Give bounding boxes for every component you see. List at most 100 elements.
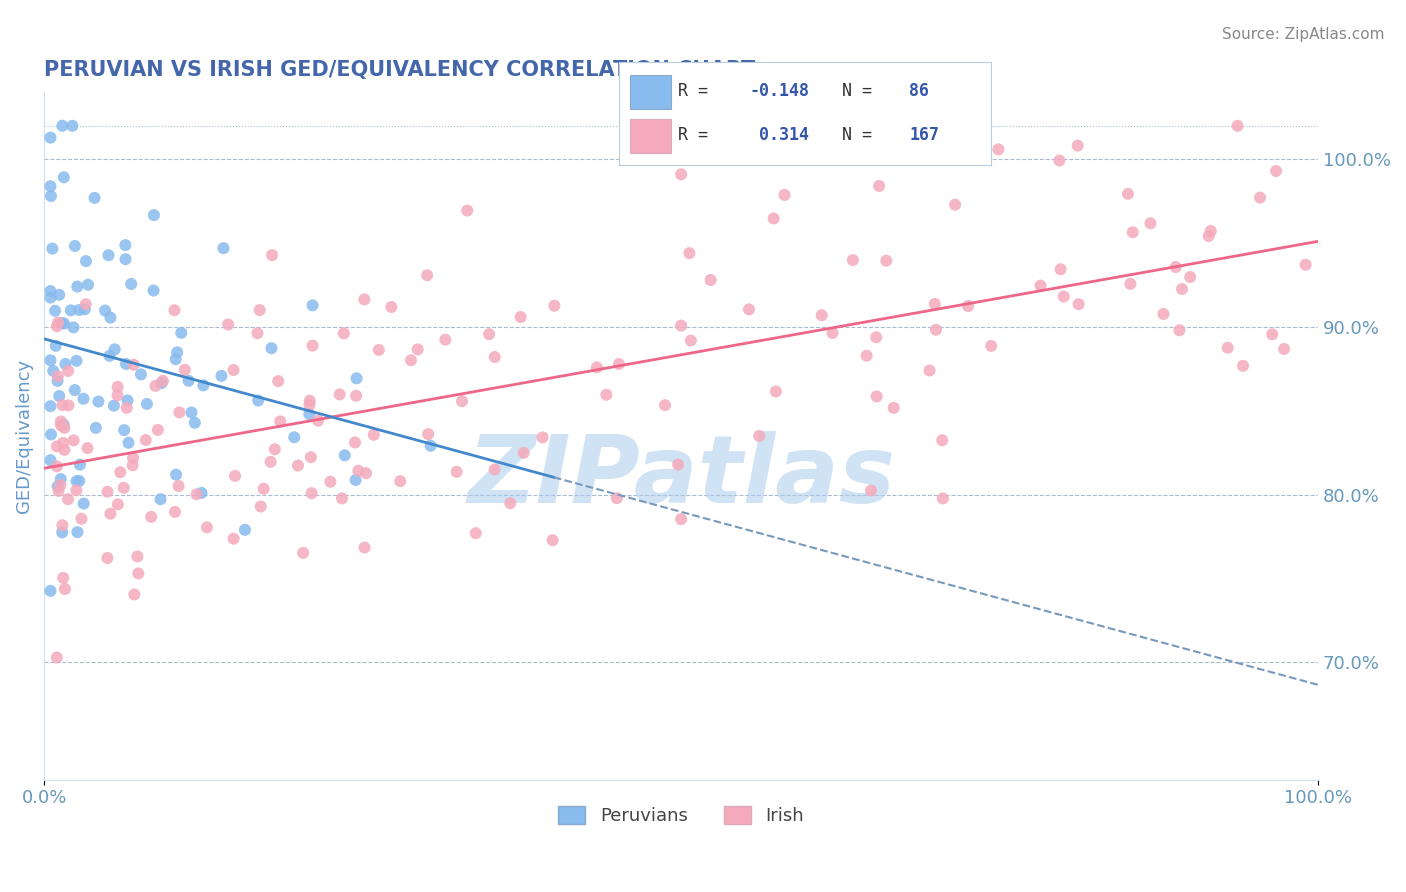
Point	[39, 291, 62, 305]
Text: R =: R =	[678, 82, 709, 100]
Point	[52, 571, 75, 585]
Point	[70, 512, 93, 526]
Point	[353, 541, 375, 555]
Point	[1116, 186, 1139, 201]
Point	[100, 507, 122, 521]
Point	[52, 417, 75, 432]
Point	[1261, 327, 1284, 342]
Point	[773, 188, 796, 202]
Point	[224, 468, 246, 483]
Point	[45, 339, 67, 353]
Point	[39, 583, 62, 598]
Point	[531, 430, 554, 444]
Point	[233, 523, 256, 537]
Point	[925, 323, 948, 337]
Point	[56, 492, 79, 507]
Point	[654, 398, 676, 412]
Point	[738, 302, 761, 317]
Point	[217, 318, 239, 332]
Point	[1249, 190, 1271, 204]
Point	[45, 439, 67, 453]
Point	[1066, 138, 1088, 153]
Point	[249, 500, 271, 514]
Y-axis label: GED/Equivalency: GED/Equivalency	[15, 359, 32, 513]
Point	[46, 374, 69, 388]
Point	[249, 303, 271, 318]
Point	[484, 462, 506, 476]
Point	[543, 299, 565, 313]
Point	[121, 458, 143, 473]
Point	[39, 189, 62, 203]
Point	[55, 357, 77, 371]
Point	[53, 582, 76, 596]
Point	[107, 380, 129, 394]
Point	[344, 389, 367, 403]
Point	[48, 288, 70, 302]
Point	[170, 326, 193, 340]
Point	[62, 320, 84, 334]
Point	[39, 130, 62, 145]
Point	[865, 330, 887, 344]
Point	[39, 284, 62, 298]
Point	[292, 546, 315, 560]
Point	[152, 374, 174, 388]
Text: PERUVIAN VS IRISH GED/EQUIVALENCY CORRELATION CHART: PERUVIAN VS IRISH GED/EQUIVALENCY CORREL…	[44, 60, 755, 79]
Point	[45, 459, 67, 474]
Point	[127, 549, 149, 564]
Point	[842, 253, 865, 268]
Point	[419, 439, 441, 453]
Point	[1139, 216, 1161, 230]
Point	[142, 208, 165, 222]
Point	[1198, 229, 1220, 244]
Point	[1067, 297, 1090, 311]
Point	[76, 441, 98, 455]
Point	[389, 474, 412, 488]
Point	[301, 486, 323, 500]
Point	[77, 277, 100, 292]
Point	[87, 394, 110, 409]
Point	[690, 119, 713, 133]
Point	[287, 458, 309, 473]
Point	[110, 465, 132, 479]
Point	[301, 338, 323, 352]
Point	[1029, 278, 1052, 293]
Point	[117, 393, 139, 408]
Point	[678, 246, 700, 260]
Point	[957, 299, 980, 313]
Point	[65, 474, 87, 488]
Point	[39, 353, 62, 368]
Point	[46, 316, 69, 330]
Point	[875, 253, 897, 268]
Point	[112, 481, 135, 495]
Point	[298, 398, 321, 412]
Point	[42, 364, 65, 378]
Point	[141, 509, 163, 524]
Point	[434, 333, 457, 347]
Point	[173, 363, 195, 377]
Point	[104, 343, 127, 357]
Point	[193, 378, 215, 392]
Point	[595, 388, 617, 402]
Point	[859, 483, 882, 498]
Point	[307, 414, 329, 428]
Point	[541, 533, 564, 548]
Point	[222, 363, 245, 377]
Text: 0.314: 0.314	[749, 127, 808, 145]
Point	[53, 421, 76, 435]
Point	[262, 248, 284, 262]
Point	[63, 239, 86, 253]
Point	[53, 442, 76, 457]
Point	[107, 388, 129, 402]
Point	[1272, 342, 1295, 356]
Point	[142, 284, 165, 298]
Point	[163, 303, 186, 318]
Point	[83, 191, 105, 205]
Point	[73, 497, 96, 511]
Point	[65, 483, 87, 498]
Point	[333, 326, 356, 341]
Point	[135, 433, 157, 447]
Point	[333, 448, 356, 462]
Point	[53, 317, 76, 331]
Point	[41, 242, 63, 256]
Point	[39, 399, 62, 413]
